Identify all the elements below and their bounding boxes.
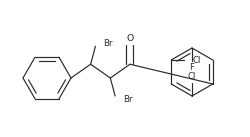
- Text: O: O: [126, 34, 133, 42]
- Text: Br: Br: [123, 95, 132, 105]
- Text: F: F: [189, 63, 194, 72]
- Text: Br: Br: [103, 39, 113, 48]
- Text: Cl: Cl: [192, 55, 200, 65]
- Text: Cl: Cl: [187, 72, 196, 81]
